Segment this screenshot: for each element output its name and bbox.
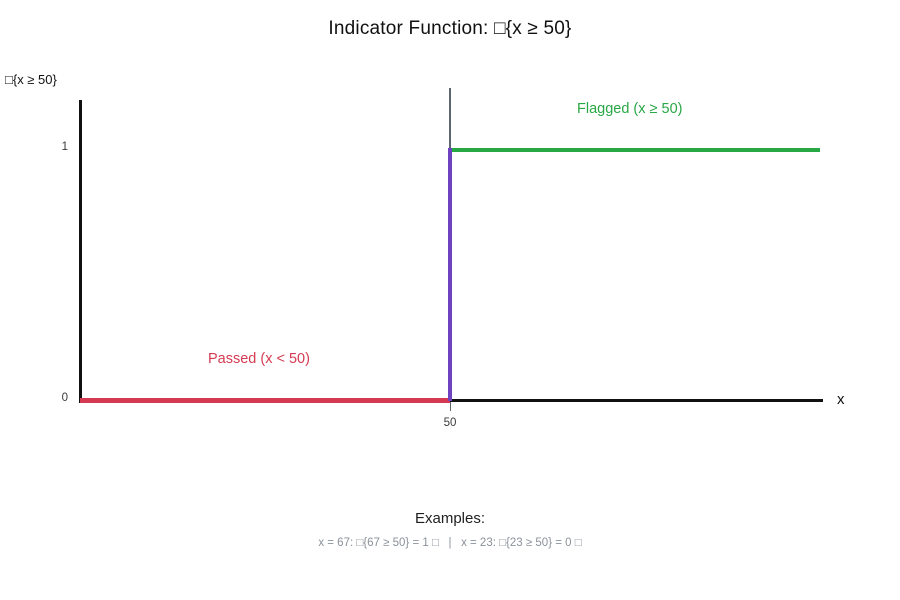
y-tick-label-0: 0 — [61, 392, 68, 404]
chart-title: Indicator Function: □{x ≥ 50} — [328, 18, 572, 39]
x-axis-name: x — [837, 391, 845, 408]
examples-heading: Examples: — [414, 510, 486, 527]
y-axis-label: □{x ≥ 50} — [5, 72, 57, 87]
step-jump-line — [447, 148, 452, 401]
flagged-annotation: Flagged (x ≥ 50) — [577, 101, 683, 117]
y-axis-line — [79, 100, 82, 403]
passed-series-line — [80, 398, 450, 403]
x-tick-label-50: 50 — [443, 417, 457, 429]
examples-line: x = 67: □{67 ≥ 50} = 1 □ | x = 23: □{23 … — [318, 537, 582, 549]
passed-annotation: Passed (x < 50) — [208, 351, 310, 367]
y-tick-label-1: 1 — [61, 141, 68, 153]
flagged-series-line — [449, 147, 820, 152]
x-tick-mark-50 — [449, 402, 451, 411]
